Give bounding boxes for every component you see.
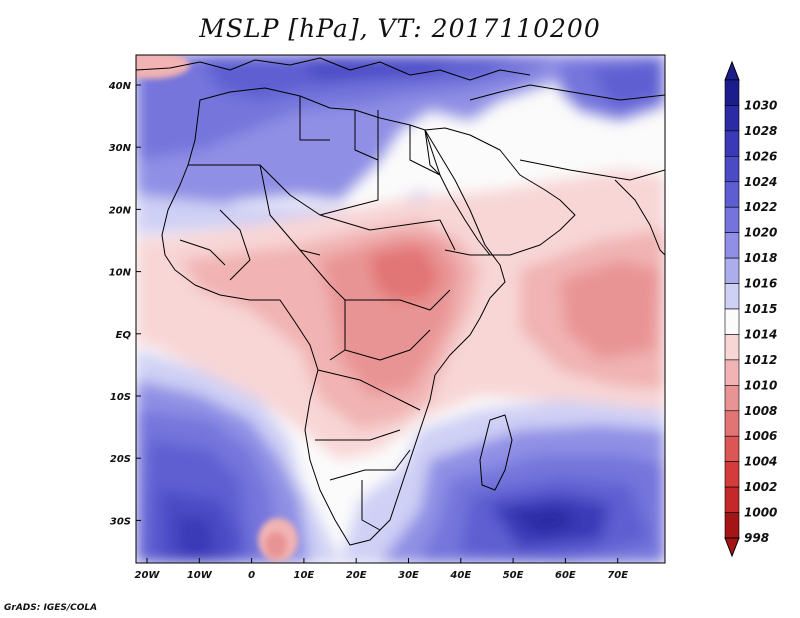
colorbar-label: 1024 bbox=[744, 175, 777, 189]
colorbar-label: 1012 bbox=[744, 353, 777, 367]
lon-tick-label: 10E bbox=[294, 570, 315, 581]
colorbar-swatch bbox=[724, 334, 740, 361]
lat-tick-label: 20S bbox=[110, 454, 131, 465]
coastlines bbox=[136, 57, 665, 546]
colorbar-label: 1026 bbox=[744, 149, 777, 163]
colorbar-swatch bbox=[724, 385, 740, 412]
colorbar-label: 1018 bbox=[744, 251, 777, 265]
lon-tick-label: 70E bbox=[607, 570, 628, 581]
colorbar-label: 1028 bbox=[744, 124, 777, 138]
colorbar-top-arrow bbox=[724, 60, 740, 81]
lat-tick-label: 10N bbox=[109, 268, 132, 279]
colorbar-bottom-arrow bbox=[724, 537, 740, 558]
lat-tick-label: EQ bbox=[116, 330, 132, 341]
colorbar-label: 1030 bbox=[744, 98, 777, 112]
colorbar-label: 1010 bbox=[744, 378, 777, 392]
colorbar-swatch bbox=[724, 130, 740, 157]
longitude-axis: 20W 10W 0 10E 20E 30E 40E 50E 60E 70E bbox=[135, 558, 628, 581]
colorbar-label: 1016 bbox=[744, 277, 777, 291]
colorbar-swatch bbox=[724, 359, 740, 386]
colorbar-swatch bbox=[724, 435, 740, 462]
lat-tick-label: 30S bbox=[110, 516, 131, 527]
colorbar-label: 1014 bbox=[744, 327, 777, 341]
lat-tick-label: 20N bbox=[109, 205, 132, 216]
colorbar-swatch bbox=[724, 79, 740, 106]
colorbar-swatch bbox=[724, 232, 740, 259]
plot-frame bbox=[135, 54, 666, 564]
lon-tick-label: 20E bbox=[346, 570, 367, 581]
colorbar-label: 1008 bbox=[744, 404, 777, 418]
colorbar-label: 1022 bbox=[744, 200, 777, 214]
colorbar-swatch bbox=[724, 308, 740, 335]
pressure-field bbox=[136, 55, 665, 563]
map-title: MSLP [hPa], VT: 2017110200 bbox=[199, 14, 601, 43]
lat-tick-label: 10S bbox=[110, 392, 131, 403]
lon-tick-label: 30E bbox=[398, 570, 419, 581]
lon-tick-label: 40E bbox=[449, 570, 471, 581]
colorbar-swatch bbox=[724, 105, 740, 132]
colorbar: 1030 1028 1026 1024 1022 1020 1018 1016 1015 1014… bbox=[724, 60, 777, 558]
colorbar-label: 998 bbox=[744, 531, 769, 545]
colorbar-swatch bbox=[724, 461, 740, 488]
colorbar-label: 1006 bbox=[744, 429, 777, 443]
lat-tick-label: 40N bbox=[108, 81, 132, 92]
colorbar-swatch bbox=[724, 257, 740, 284]
lat-tick-label: 30N bbox=[109, 143, 132, 154]
credit-text: GrADS: IGES/COLA bbox=[4, 603, 98, 613]
colorbar-swatch bbox=[724, 156, 740, 183]
lon-tick-label: 60E bbox=[555, 570, 576, 581]
colorbar-swatch bbox=[724, 486, 740, 513]
lon-tick-label: 0 bbox=[248, 570, 255, 581]
colorbar-swatch bbox=[724, 512, 740, 539]
colorbar-swatch bbox=[724, 283, 740, 310]
lon-tick-label: 20W bbox=[135, 570, 161, 581]
colorbar-label: 1000 bbox=[744, 506, 777, 520]
lon-tick-label: 50E bbox=[503, 570, 524, 581]
latitude-axis: 40N 30N 20N 10N EQ 10S 20S 30S bbox=[108, 81, 141, 527]
colorbar-label: 1020 bbox=[744, 226, 777, 240]
lon-tick-label: 10W bbox=[187, 570, 213, 581]
colorbar-swatch bbox=[724, 206, 740, 233]
colorbar-swatch bbox=[724, 181, 740, 208]
colorbar-label: 1002 bbox=[744, 480, 777, 494]
colorbar-label: 1015 bbox=[744, 302, 777, 316]
colorbar-swatch bbox=[724, 410, 740, 437]
colorbar-label: 1004 bbox=[744, 455, 777, 469]
